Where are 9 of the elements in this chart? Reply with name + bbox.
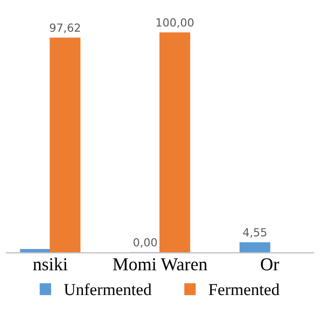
x-tick-label: Momi Waren [113, 258, 208, 270]
x-tick-label: nsiki [33, 258, 68, 270]
data-label: 97,62 [50, 23, 80, 34]
x-tick-label: Or [260, 258, 280, 270]
data-label: 0,00 [134, 238, 157, 248]
legend-label: Unfermented [64, 283, 152, 296]
data-label: 4,55 [243, 228, 266, 238]
legend-label: Fermented [208, 283, 280, 296]
data-label: 100,00 [156, 18, 194, 28]
